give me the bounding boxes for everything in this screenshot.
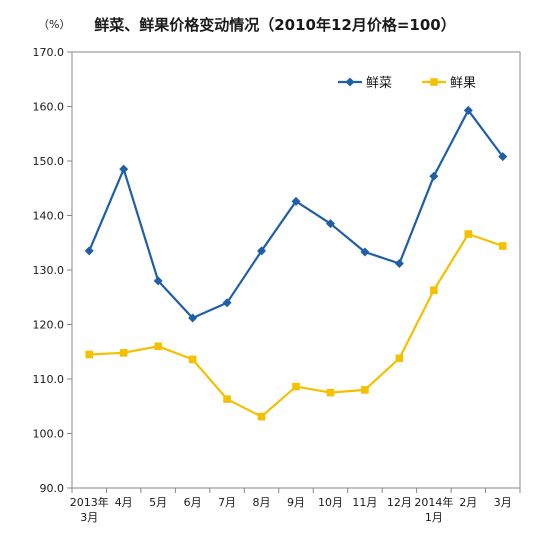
x-tick-label: 1月 — [425, 511, 443, 524]
series-1-point — [291, 196, 301, 206]
x-tick-label: 12月 — [387, 496, 412, 509]
series-line-1 — [88, 109, 504, 320]
x-tick-label: 10月 — [318, 496, 343, 509]
x-tick-label: 5月 — [149, 496, 167, 509]
series-1-point — [257, 246, 267, 256]
series-2-point — [395, 354, 404, 363]
plot-area-border — [71, 51, 521, 489]
series-1-point — [84, 246, 94, 256]
series-1-point — [498, 152, 508, 162]
x-tick-label: 6月 — [184, 496, 202, 509]
y-tick-label: 120.0 — [33, 319, 65, 332]
chart-title: 鲜菜、鲜果价格变动情况（2010年12月价格=100） — [94, 16, 456, 34]
series-2-point — [257, 412, 266, 421]
series-1-point — [119, 164, 129, 174]
series-1-point — [394, 258, 404, 268]
x-tick-label: 7月 — [218, 496, 236, 509]
legend-label-2: 鲜果 — [450, 76, 476, 91]
series-2-point — [430, 286, 438, 294]
series-2-point — [223, 395, 231, 403]
y-tick-label: 100.0 — [33, 428, 65, 441]
y-tick-label: 90.0 — [40, 482, 65, 495]
y-tick-label: 110.0 — [33, 373, 65, 386]
legend-marker-1 — [345, 77, 355, 87]
series-1-point — [360, 247, 370, 257]
x-tick-label: 2月 — [459, 496, 477, 509]
y-tick-label: 140.0 — [33, 210, 65, 223]
series-2-point — [292, 382, 300, 391]
series-1-point — [188, 313, 198, 323]
x-tick-label: 9月 — [287, 496, 305, 509]
series-2-point — [85, 350, 94, 359]
series-2-point — [154, 342, 162, 351]
y-tick-label: 150.0 — [33, 155, 65, 168]
y-tick-label: 130.0 — [33, 264, 65, 277]
series-2-point — [498, 242, 507, 250]
series-2-point — [361, 386, 369, 394]
series-2-point — [119, 349, 128, 357]
series-1-point — [463, 105, 473, 115]
x-tick-label: 3月 — [494, 496, 512, 509]
y-axis-unit-label: （%） — [38, 18, 71, 31]
legend-marker-2 — [430, 78, 438, 86]
series-2-point — [326, 388, 335, 397]
series-2-point — [464, 230, 473, 238]
series-2-point — [188, 355, 197, 364]
legend-label-1: 鲜菜 — [366, 76, 392, 91]
series-1-point — [429, 171, 439, 181]
series-1-point — [153, 276, 163, 286]
y-tick-label: 170.0 — [33, 46, 65, 59]
x-tick-label: 8月 — [253, 496, 271, 509]
y-tick-label: 160.0 — [33, 101, 65, 114]
series-1-point — [222, 298, 232, 308]
x-tick-label: 2014年 — [414, 495, 453, 509]
x-tick-label: 11月 — [352, 496, 377, 509]
x-tick-label: 3月 — [80, 511, 98, 524]
x-tick-label: 4月 — [115, 496, 133, 509]
x-tick-label: 2013年 — [70, 495, 109, 509]
series-1-point — [325, 219, 335, 229]
